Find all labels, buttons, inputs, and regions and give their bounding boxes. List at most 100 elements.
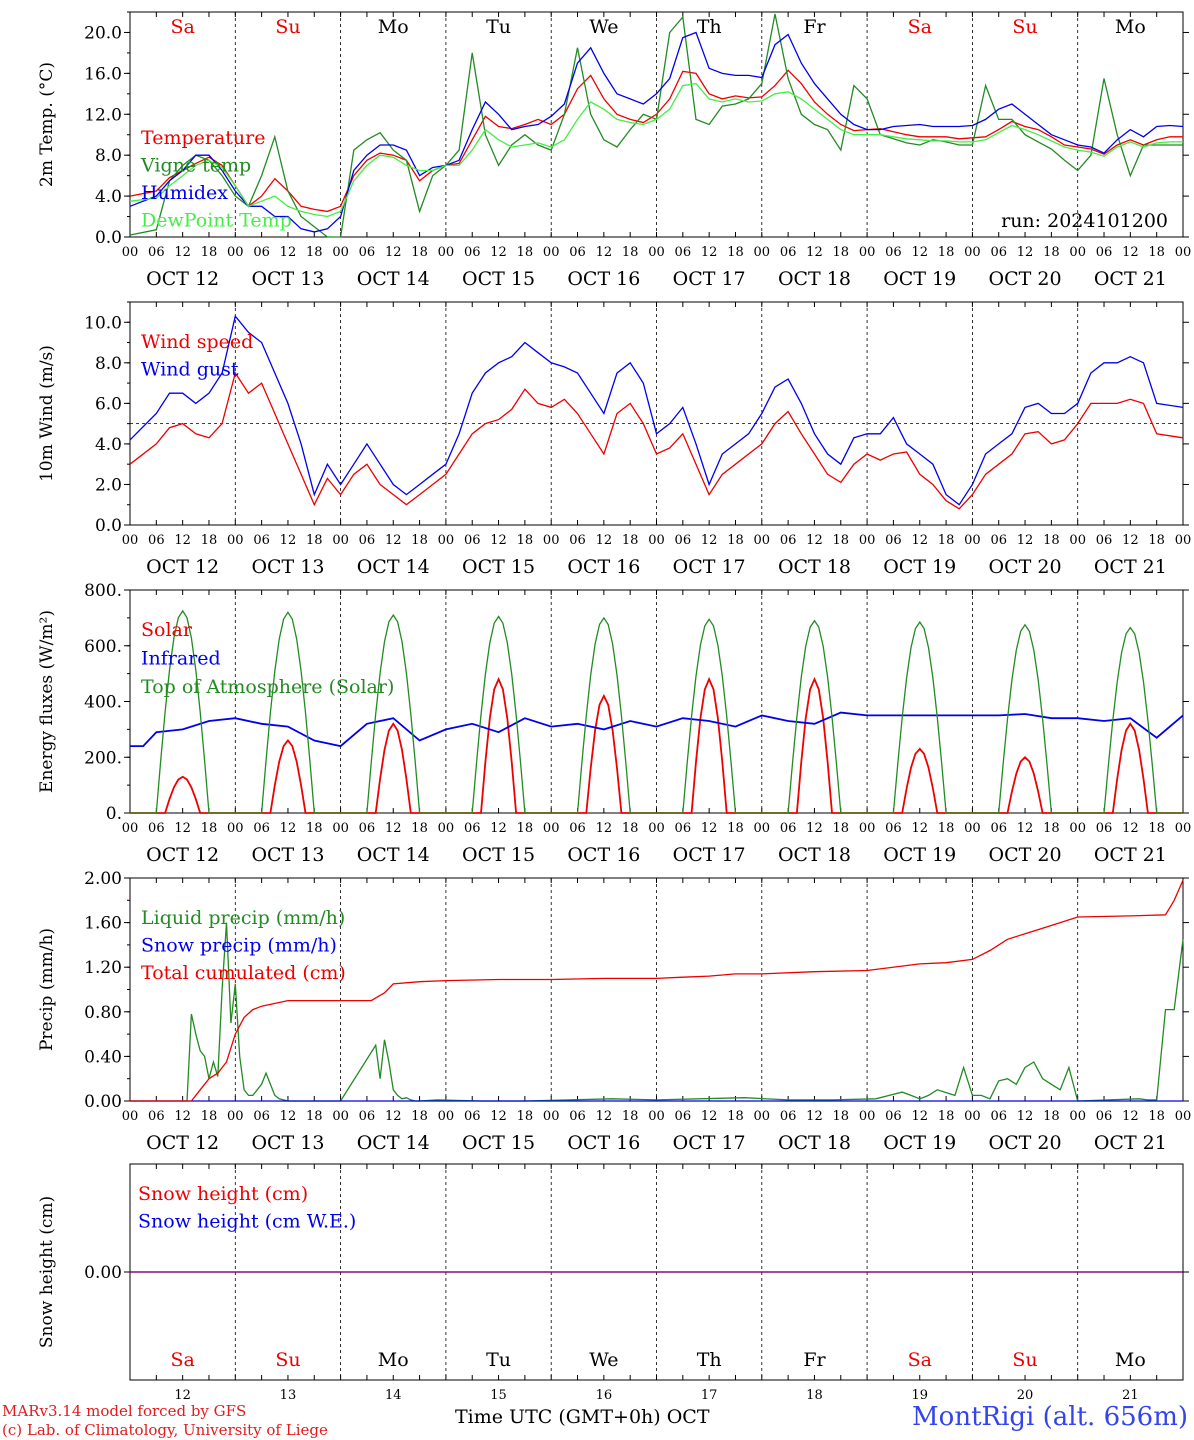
hour-label: 00 <box>332 1109 349 1124</box>
series-line-top-of-atmosphere-solar- <box>130 609 1183 814</box>
hour-label: 12 <box>1122 533 1139 548</box>
hour-label: 12 <box>806 1109 823 1124</box>
date-label: OCT 20 <box>989 844 1062 866</box>
hour-label: 06 <box>780 533 797 548</box>
hour-label: 18 <box>833 245 850 260</box>
hour-label: 12 <box>1122 1109 1139 1124</box>
hour-label: 00 <box>859 1109 876 1124</box>
day-name: Tu <box>486 16 511 38</box>
date-label: OCT 21 <box>1094 268 1167 290</box>
date-label: OCT 16 <box>567 844 640 866</box>
day-number: 15 <box>490 1388 507 1403</box>
date-label: OCT 12 <box>146 1132 219 1154</box>
hour-label: 00 <box>122 245 139 260</box>
day-number: 17 <box>701 1388 718 1403</box>
hour-label: 06 <box>464 533 481 548</box>
day-name: Mo <box>1115 1349 1146 1371</box>
hour-label: 18 <box>411 1109 428 1124</box>
hour-label: 18 <box>1148 821 1165 836</box>
hour-label: 12 <box>596 821 613 836</box>
hour-label: 00 <box>648 533 665 548</box>
hour-label: 12 <box>911 533 928 548</box>
legend-entry: DewPoint Temp <box>141 210 292 232</box>
legend-entry: Solar <box>141 619 193 641</box>
hour-label: 18 <box>201 821 218 836</box>
day-name: Sa <box>908 16 932 38</box>
hour-label: 18 <box>833 821 850 836</box>
hour-label: 00 <box>1175 1109 1192 1124</box>
hour-label: 00 <box>332 821 349 836</box>
legend-entry: Top of Atmosphere (Solar) <box>141 676 394 698</box>
series-line-wind-speed <box>129 371 1184 510</box>
plot-frame <box>129 589 1184 814</box>
hour-label: 00 <box>754 1109 771 1124</box>
hour-label: 00 <box>438 533 455 548</box>
date-label: OCT 17 <box>673 844 746 866</box>
day-number: 13 <box>280 1388 297 1403</box>
hour-label: 12 <box>806 821 823 836</box>
hour-label: 18 <box>622 533 639 548</box>
hour-label: 00 <box>859 533 876 548</box>
day-name: Sa <box>170 1349 194 1371</box>
hour-label: 12 <box>1122 821 1139 836</box>
hour-label: 06 <box>885 245 902 260</box>
day-name: Mo <box>378 1349 409 1371</box>
hour-label: 18 <box>1043 245 1060 260</box>
hour-label: 18 <box>1148 533 1165 548</box>
hour-label: 18 <box>201 533 218 548</box>
day-number: 16 <box>596 1388 613 1403</box>
day-name: Th <box>697 16 722 38</box>
hour-label: 06 <box>148 245 165 260</box>
day-number: 18 <box>806 1388 823 1403</box>
hour-label: 00 <box>227 533 244 548</box>
date-label: OCT 12 <box>146 556 219 578</box>
hour-label: 06 <box>885 533 902 548</box>
hour-label: 12 <box>174 533 191 548</box>
hour-label: 18 <box>411 533 428 548</box>
hour-label: 18 <box>517 1109 534 1124</box>
hour-label: 06 <box>780 821 797 836</box>
legend-entry: Wind gust <box>141 359 239 381</box>
date-label: OCT 14 <box>357 268 430 290</box>
hour-label: 06 <box>359 821 376 836</box>
hour-label: 00 <box>859 245 876 260</box>
station-label: MontRigi (alt. 656m) <box>912 1402 1188 1432</box>
date-label: OCT 21 <box>1094 844 1167 866</box>
hour-label: 18 <box>727 245 744 260</box>
hour-label: 06 <box>885 821 902 836</box>
y-tick-label: 8.0 <box>95 354 122 374</box>
hour-label: 18 <box>727 1109 744 1124</box>
y-axis-label: 2m Temp. (°C) <box>37 62 57 187</box>
hour-label: 12 <box>806 245 823 260</box>
run-label: run: 2024101200 <box>1001 210 1168 232</box>
hour-label: 06 <box>569 245 586 260</box>
hour-label: 18 <box>411 245 428 260</box>
copyright-credit: (c) Lab. of Climatology, University of L… <box>2 1421 328 1439</box>
hour-label: 12 <box>1017 1109 1034 1124</box>
hour-label: 00 <box>754 821 771 836</box>
hour-label: 18 <box>833 1109 850 1124</box>
hour-label: 00 <box>1069 821 1086 836</box>
date-label: OCT 19 <box>883 844 956 866</box>
hour-label: 18 <box>201 1109 218 1124</box>
day-name: Su <box>1012 1349 1037 1371</box>
y-tick-label: 4.0 <box>95 435 122 455</box>
hour-label: 12 <box>280 1109 297 1124</box>
date-label: OCT 15 <box>462 556 535 578</box>
model-credit: MARv3.14 model forced by GFS <box>2 1402 247 1420</box>
date-label: OCT 16 <box>567 1132 640 1154</box>
hour-label: 18 <box>517 821 534 836</box>
hour-label: 00 <box>122 533 139 548</box>
hour-label: 06 <box>780 1109 797 1124</box>
hour-label: 00 <box>543 1109 560 1124</box>
hour-label: 12 <box>1017 533 1034 548</box>
hour-label: 18 <box>1148 245 1165 260</box>
hour-label: 12 <box>280 821 297 836</box>
hour-label: 00 <box>122 821 139 836</box>
day-name: Su <box>275 16 300 38</box>
date-label: OCT 20 <box>989 1132 1062 1154</box>
hour-label: 06 <box>990 533 1007 548</box>
hour-label: 18 <box>201 245 218 260</box>
time-axis-label: Time UTC (GMT+0h) OCT <box>455 1406 710 1428</box>
legend-entry: Wind speed <box>141 331 253 353</box>
